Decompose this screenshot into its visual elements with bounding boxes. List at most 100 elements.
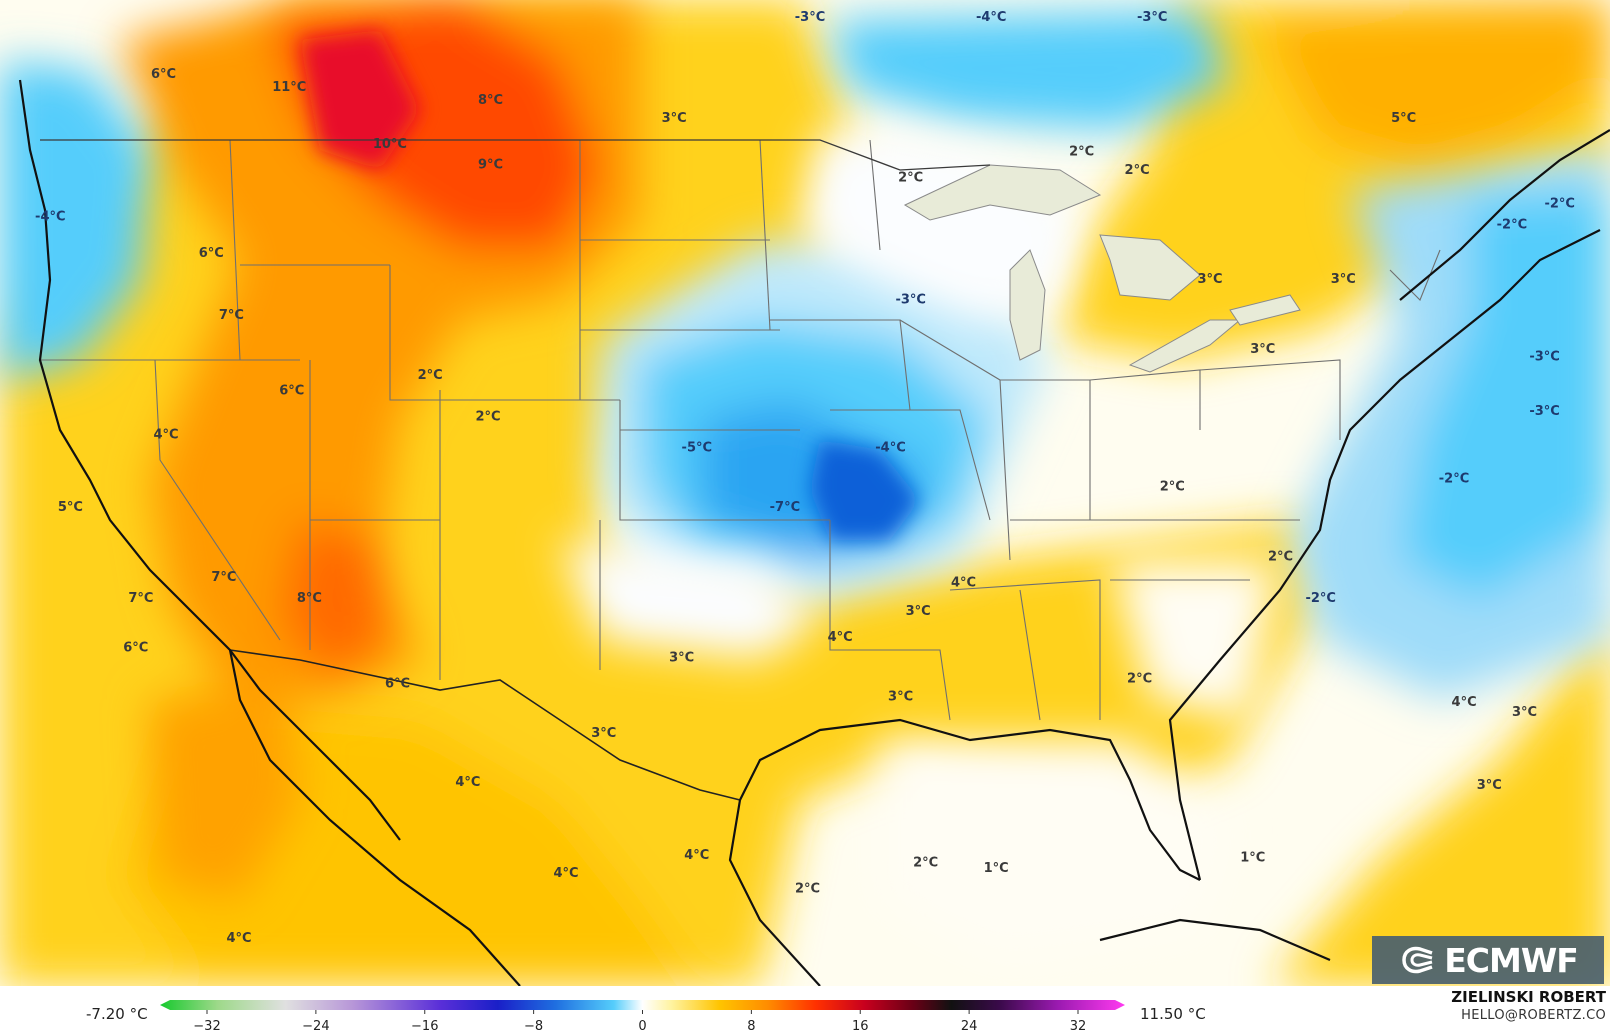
temperature-label: 3°C [591, 726, 616, 741]
warm-mexico-orange [150, 690, 300, 900]
colorbar-tick-label: −32 [193, 1019, 220, 1034]
colorbar-tick-label: 32 [1070, 1019, 1087, 1034]
temperature-label: 5°C [1391, 111, 1416, 126]
temperature-label: -3°C [1529, 404, 1559, 419]
legend-min-value: -7.20 °C [86, 1005, 148, 1023]
colorbar-tick-label: 16 [852, 1019, 869, 1034]
colorbar-gradient [160, 1000, 1125, 1010]
temperature-label: 10°C [373, 137, 407, 152]
cold-deep-core [810, 440, 920, 540]
temperature-label: 2°C [913, 856, 938, 871]
great-lakes [903, 164, 1301, 373]
temperature-label: 3°C [1512, 705, 1537, 720]
ecmwf-logo: ECMWF [1372, 936, 1604, 984]
legend-bar [0, 986, 1610, 1035]
neutral-gulf [880, 740, 1230, 960]
temperature-label: 3°C [1250, 342, 1275, 357]
temperature-label: 3°C [1477, 778, 1502, 793]
temperature-label: 4°C [828, 630, 853, 645]
temperature-label: -4°C [35, 210, 65, 225]
west-coast [18, 79, 521, 986]
neutral-southeast [1110, 560, 1280, 720]
temperature-label: 6°C [123, 640, 148, 655]
temperature-label: 11°C [272, 80, 306, 95]
temperature-label: 9°C [478, 158, 503, 173]
temperature-label: 2°C [475, 409, 500, 424]
temperature-label: -2°C [1497, 217, 1527, 232]
temperature-label: 2°C [418, 368, 443, 383]
temperature-label: 2°C [1127, 671, 1152, 686]
temperature-label: -3°C [1137, 10, 1167, 25]
warm-atlantic-band [1270, 620, 1610, 986]
colorbar-tick-label: −16 [411, 1019, 438, 1034]
temperature-label: 5°C [58, 500, 83, 515]
gulf-coast [739, 718, 1201, 881]
temperature-label: -3°C [795, 10, 825, 25]
temperature-label: -4°C [976, 10, 1006, 25]
coastlines [18, 79, 1610, 986]
temperature-anomaly-map: 6°C 11°C 8°C 10°C 9°C 3°C -3°C -4°C -3°C 5°C 2°C 2°… [0, 0, 1610, 986]
cuba-coast [1099, 918, 1331, 962]
temperature-label: 2°C [898, 171, 923, 186]
temperature-label: 4°C [226, 931, 251, 946]
temperature-label: 3°C [1197, 272, 1222, 287]
lake-superior [903, 164, 1102, 221]
east-coast [1168, 229, 1601, 881]
temperature-label: 4°C [553, 866, 578, 881]
cold-atlantic-inner [1400, 190, 1610, 600]
temperature-label: 3°C [906, 604, 931, 619]
colorbar-tick-label: −24 [302, 1019, 329, 1034]
temperature-label: -2°C [1439, 472, 1469, 487]
temperature-label: 8°C [478, 93, 503, 108]
temperature-label: 3°C [888, 690, 913, 705]
temperature-label: 3°C [669, 651, 694, 666]
baja-coast [229, 649, 401, 841]
temperature-label: 3°C [662, 111, 687, 126]
warm-sw-red [280, 520, 390, 680]
temperature-label: 6°C [199, 246, 224, 261]
temperature-label: 4°C [153, 428, 178, 443]
temperature-label: 4°C [951, 575, 976, 590]
temperature-label: 7°C [219, 308, 244, 323]
colorbar: −32 −24 −16 −8 0 8 16 24 32 [160, 1000, 1125, 1034]
us-canada-border [40, 139, 991, 171]
lake-ontario [1229, 294, 1301, 326]
lake-erie [1128, 319, 1242, 373]
ecmwf-swirl-icon [1402, 946, 1433, 974]
warm-dark-core [300, 30, 420, 170]
temperature-label: -5°C [682, 441, 712, 456]
colorbar-tick-label: 24 [961, 1019, 978, 1034]
neutral-southern-plains [560, 540, 820, 660]
temperature-label: 4°C [455, 775, 480, 790]
temperature-label: 2°C [1125, 163, 1150, 178]
temperature-labels: 6°C 11°C 8°C 10°C 9°C 3°C -3°C -4°C -3°C 5°C 2°C 2°… [35, 10, 1575, 946]
mexico-east-coast [728, 799, 821, 986]
temperature-label: 2°C [1268, 550, 1293, 565]
temperature-label: 7°C [211, 570, 236, 585]
temperature-field [0, 0, 1610, 986]
temperature-label: 1°C [984, 861, 1009, 876]
temperature-label: -2°C [1544, 197, 1574, 212]
legend-max-value: 11.50 °C [1140, 1005, 1206, 1023]
temperature-label: 8°C [297, 591, 322, 606]
temperature-label: 4°C [1452, 695, 1477, 710]
temperature-label: 3°C [1331, 272, 1356, 287]
temperature-label: 7°C [128, 591, 153, 606]
colorbar-tick-label: −8 [524, 1019, 543, 1034]
temperature-label: 6°C [385, 677, 410, 692]
temperature-label: 2°C [795, 882, 820, 897]
temperature-label: 2°C [1069, 145, 1094, 160]
temperature-label: -2°C [1305, 591, 1335, 606]
us-mexico-border [229, 649, 741, 801]
borders [18, 79, 1610, 986]
colorbar-tick-label: 0 [638, 1019, 646, 1034]
temperature-label: -3°C [1529, 350, 1559, 365]
temperature-label: -4°C [875, 441, 905, 456]
cold-canada-north [830, 10, 1230, 130]
temperature-label: 2°C [1160, 479, 1185, 494]
lake-michigan [1009, 249, 1046, 361]
colorbar-tick-label: 8 [747, 1019, 755, 1034]
temperature-label: -3°C [895, 293, 925, 308]
ecmwf-logo-text: ECMWF [1444, 940, 1579, 980]
